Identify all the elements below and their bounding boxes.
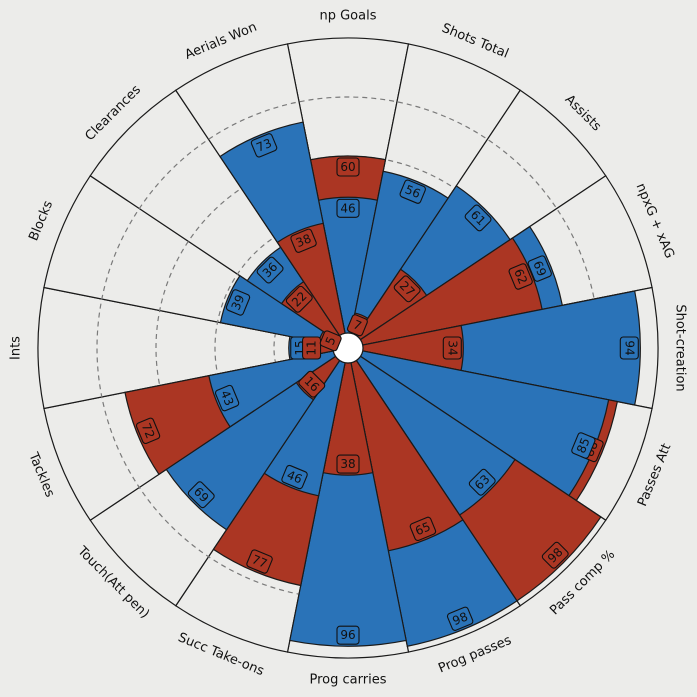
value-label-box: [446, 606, 474, 631]
value-label-text: 98: [450, 609, 469, 628]
value-label-text: 56: [403, 182, 422, 201]
parameter-label: Passes Att: [635, 441, 674, 508]
value-label-box: [256, 256, 284, 284]
value-label-box: [336, 157, 360, 177]
value-label-box: [409, 516, 437, 542]
parameter-label: Shot-creation: [673, 304, 688, 391]
value-label-box: [508, 263, 533, 290]
value-label-box: [619, 336, 639, 360]
value-label-box: [225, 289, 251, 316]
value-label-box: [527, 255, 552, 282]
value-label-red: 27: [393, 275, 421, 303]
value-label-text: 62: [511, 267, 530, 286]
value-label-red: 16: [298, 370, 326, 398]
value-label-text: 65: [413, 519, 432, 538]
value-label-blue: 39: [225, 289, 251, 316]
value-label-blue: 36: [256, 256, 284, 284]
value-label-red: 38: [290, 228, 317, 253]
value-label-text: 38: [340, 457, 355, 471]
parameter-label: Assists: [562, 92, 604, 134]
value-label-red: 98: [541, 541, 569, 569]
value-label-text: 43: [218, 388, 237, 407]
value-label-red: 62: [508, 263, 533, 290]
value-label-red: 11: [301, 336, 322, 360]
value-label-box: [298, 370, 326, 398]
value-label-red: 60: [336, 157, 360, 177]
value-label-blue: 43: [214, 384, 240, 412]
value-label-blue: 69: [187, 481, 215, 509]
value-label-box: [399, 179, 426, 204]
value-label-red: 22: [285, 285, 313, 313]
value-label-box: [281, 464, 308, 490]
value-label-blue: 46: [336, 198, 360, 218]
value-label-blue: 73: [250, 133, 278, 158]
value-label-blue: 96: [336, 625, 360, 645]
parameter-label: np Goals: [319, 9, 376, 24]
value-label-box: [336, 198, 360, 218]
value-label-red: 65: [409, 516, 437, 542]
parameter-label: Tackles: [25, 450, 57, 500]
value-label-box: [346, 314, 368, 337]
value-label-text: 46: [285, 468, 304, 487]
value-label-red: 77: [246, 549, 273, 574]
value-label-blue: 61: [464, 204, 492, 232]
value-label-box: [571, 432, 596, 459]
value-label-box: [290, 228, 317, 253]
value-label-text: 11: [305, 340, 319, 355]
value-label-text: 39: [229, 293, 248, 312]
value-label-red: 72: [135, 417, 161, 445]
parameter-label: Blocks: [26, 199, 56, 244]
value-label-box: [336, 625, 360, 645]
value-label-blue: 69: [527, 255, 552, 282]
value-label-red: 38: [336, 454, 360, 474]
value-label-box: [541, 541, 569, 569]
parameter-label: Prog carries: [310, 673, 387, 688]
value-label-box: [319, 330, 342, 352]
value-label-blue: 56: [399, 179, 426, 204]
value-label-text: 38: [294, 231, 313, 250]
value-label-text: 73: [254, 136, 273, 155]
value-label-box: [250, 133, 278, 158]
value-label-red: 34: [442, 336, 462, 360]
parameter-label: Ints: [9, 336, 24, 360]
value-label-text: 46: [340, 201, 355, 215]
value-label-blue: 94: [619, 336, 639, 360]
value-label-text: 34: [445, 340, 459, 355]
value-label-box: [336, 454, 360, 474]
value-label-box: [285, 285, 313, 313]
value-label-red: 7: [346, 314, 368, 337]
value-label-blue: 63: [468, 468, 496, 496]
value-label-blue: 98: [446, 606, 474, 631]
value-label-box: [393, 275, 421, 303]
value-label-text: 94: [622, 340, 636, 355]
value-label-text: 77: [250, 552, 269, 571]
value-labels: 6046567612769629434888598639865963877466…: [135, 133, 639, 645]
value-label-red: 5: [319, 330, 342, 352]
value-label-box: [442, 336, 462, 360]
value-label-box: [468, 468, 496, 496]
value-label-box: [246, 549, 273, 574]
value-label-box: [464, 204, 492, 232]
value-label-blue: 85: [571, 432, 596, 459]
value-label-text: 96: [340, 628, 355, 642]
value-label-text: 72: [139, 421, 158, 440]
value-label-box: [214, 384, 240, 412]
value-label-text: 85: [574, 436, 593, 455]
value-label-box: [301, 336, 322, 360]
value-label-box: [135, 417, 161, 445]
value-label-box: [187, 481, 215, 509]
value-label-blue: 46: [281, 464, 308, 490]
value-label-text: 69: [530, 259, 549, 278]
value-label-text: 60: [340, 160, 355, 174]
